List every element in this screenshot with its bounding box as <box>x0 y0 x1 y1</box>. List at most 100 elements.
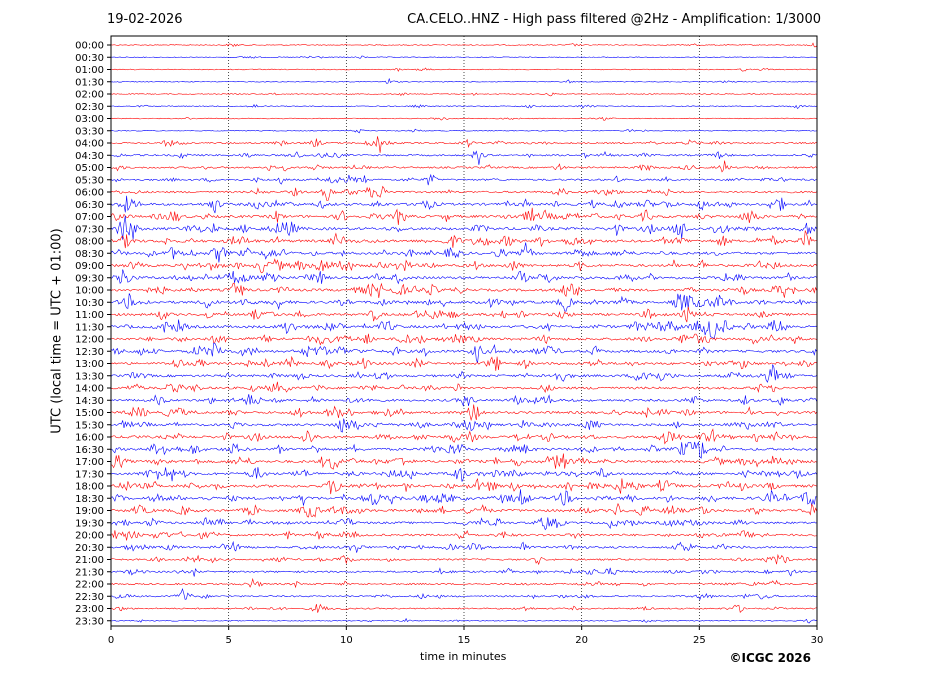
trace-0230 <box>110 104 817 109</box>
trace-0730 <box>110 215 818 240</box>
date-label: 19-02-2026 <box>107 12 183 27</box>
y-tick-label: 17:00 <box>75 457 104 468</box>
y-tick-label: 01:00 <box>75 65 104 76</box>
y-tick-label: 02:00 <box>75 90 104 101</box>
y-tick-label: 06:00 <box>75 188 104 199</box>
y-tick-label: 10:30 <box>75 298 104 309</box>
trace-1930 <box>110 517 817 531</box>
trace-1400 <box>110 381 818 394</box>
y-tick-label: 16:30 <box>75 445 104 456</box>
y-tick-label: 07:30 <box>75 224 104 235</box>
y-tick-label: 21:00 <box>75 555 104 566</box>
y-tick-label: 12:00 <box>75 335 104 346</box>
copyright-label: ©ICGC 2026 <box>729 651 811 665</box>
y-tick-label: 13:30 <box>75 371 104 382</box>
trace-1900 <box>110 502 818 518</box>
y-tick-label: 14:00 <box>75 384 104 395</box>
x-axis-label: time in minutes <box>420 650 507 663</box>
plot-frame <box>110 35 818 627</box>
x-axis-ticks: 0 5 10 15 20 25 30 <box>108 626 824 646</box>
trace-2130 <box>110 567 818 577</box>
y-tick-label: 03:00 <box>75 114 104 125</box>
trace-1600 <box>110 428 818 445</box>
trace-0700 <box>110 207 818 225</box>
trace-1630 <box>110 441 818 459</box>
trace-2030 <box>110 540 818 553</box>
trace-0030 <box>110 55 817 59</box>
y-tick-label: 08:00 <box>75 237 104 248</box>
trace-0500 <box>110 160 818 173</box>
y-axis-label: UTC (local time = UTC + 01:00) <box>49 228 65 434</box>
trace-0630 <box>110 195 817 214</box>
y-tick-label: 10:00 <box>75 286 104 297</box>
x-tick-label: 5 <box>225 635 231 646</box>
trace-1130 <box>110 319 817 340</box>
y-tick-label: 16:00 <box>75 433 104 444</box>
x-tick-label: 10 <box>340 635 353 646</box>
trace-1100 <box>110 306 817 323</box>
y-tick-label: 18:00 <box>75 482 104 493</box>
trace-0300 <box>110 116 817 121</box>
y-tick-label: 11:30 <box>75 322 104 333</box>
trace-0200 <box>110 92 817 97</box>
x-tick-label: 25 <box>693 635 706 646</box>
trace-0900 <box>110 258 818 274</box>
trace-0600 <box>110 185 818 201</box>
y-tick-label: 14:30 <box>75 396 104 407</box>
trace-1800 <box>110 478 818 495</box>
trace-0800 <box>110 229 818 249</box>
y-tick-label: 20:30 <box>75 543 104 554</box>
y-tick-label: 20:00 <box>75 531 104 542</box>
y-tick-label: 19:30 <box>75 518 104 529</box>
trace-1700 <box>110 453 818 470</box>
y-tick-label: 11:00 <box>75 310 104 321</box>
y-tick-label: 17:30 <box>75 469 104 480</box>
chart-title: CA.CELO..HNZ - High pass filtered @2Hz -… <box>407 12 821 27</box>
y-tick-label: 00:00 <box>75 41 104 52</box>
y-tick-label: 19:00 <box>75 506 104 517</box>
y-tick-label: 23:00 <box>75 604 104 615</box>
trace-0830 <box>110 242 817 263</box>
trace-1000 <box>110 282 818 299</box>
y-tick-label: 01:30 <box>75 77 104 88</box>
trace-1530 <box>110 418 818 433</box>
y-tick-label: 02:30 <box>75 102 104 113</box>
trace-2100 <box>110 553 817 566</box>
y-tick-label: 15:00 <box>75 408 104 419</box>
y-tick-label: 22:30 <box>75 592 104 603</box>
trace-1230 <box>110 342 818 363</box>
y-tick-label: 04:30 <box>75 151 104 162</box>
y-tick-label: 04:00 <box>75 139 104 150</box>
x-tick-label: 0 <box>108 635 114 646</box>
y-tick-label: 05:00 <box>75 163 104 174</box>
trace-2300 <box>110 603 817 614</box>
seismic-traces <box>110 42 818 624</box>
x-tick-label: 20 <box>575 635 588 646</box>
vertical-gridlines <box>228 36 700 626</box>
y-tick-label: 23:30 <box>75 616 104 627</box>
y-tick-label: 00:30 <box>75 53 104 64</box>
trace-0000 <box>110 42 818 48</box>
y-tick-label: 21:30 <box>75 567 104 578</box>
y-tick-label: 09:00 <box>75 261 104 272</box>
trace-1830 <box>110 489 818 506</box>
y-tick-label: 03:30 <box>75 126 104 137</box>
trace-0100 <box>110 67 817 72</box>
y-tick-label: 08:30 <box>75 249 104 260</box>
y-tick-label: 05:30 <box>75 175 104 186</box>
trace-0530 <box>110 173 817 186</box>
x-tick-label: 30 <box>811 635 824 646</box>
trace-1430 <box>110 394 818 407</box>
y-tick-label: 07:00 <box>75 212 104 223</box>
y-tick-label: 09:30 <box>75 273 104 284</box>
trace-1730 <box>110 467 818 482</box>
trace-2330 <box>110 617 818 624</box>
trace-1030 <box>110 293 818 312</box>
trace-0930 <box>110 269 818 285</box>
trace-1500 <box>110 404 818 422</box>
trace-0330 <box>110 128 817 134</box>
trace-2000 <box>110 529 817 541</box>
y-tick-label: 18:30 <box>75 494 104 505</box>
trace-0400 <box>110 136 817 153</box>
